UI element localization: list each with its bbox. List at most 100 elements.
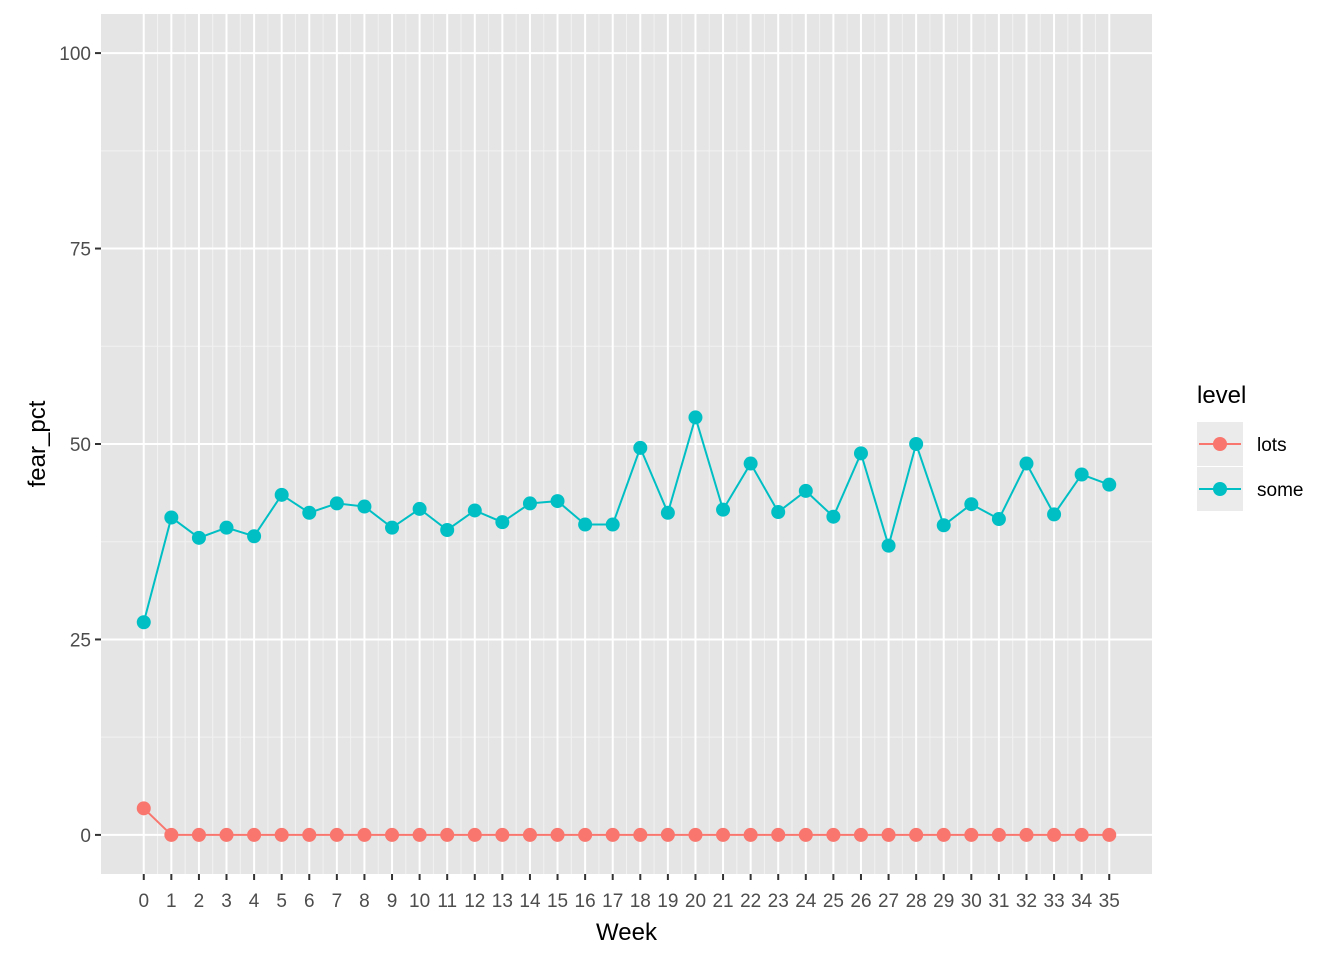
- x-tick-label: 33: [1044, 891, 1065, 912]
- x-tick-label: 13: [492, 891, 513, 912]
- x-tick-label: 16: [575, 891, 596, 912]
- data-point-some: [329, 496, 344, 511]
- series-some: [136, 410, 1117, 630]
- y-tick-label: 75: [70, 240, 91, 261]
- legend-item-lots: lots: [1197, 422, 1287, 466]
- y-tick-label: 0: [80, 826, 91, 847]
- y-axis-title: fear_pct: [24, 400, 51, 487]
- data-point-some: [991, 512, 1006, 527]
- x-tick-label: 15: [547, 891, 568, 912]
- data-point-some: [936, 518, 951, 533]
- data-point-lots: [1047, 827, 1062, 842]
- data-point-some: [578, 517, 593, 532]
- x-tick-label: 20: [685, 891, 706, 912]
- y-tick-label: 100: [59, 44, 91, 65]
- legend-key-point: [1213, 437, 1227, 451]
- data-point-some: [660, 505, 675, 520]
- y-tick-label: 50: [70, 435, 91, 456]
- data-point-lots: [440, 827, 455, 842]
- data-point-lots: [164, 827, 179, 842]
- data-point-some: [357, 499, 372, 514]
- x-tick-label: 9: [387, 891, 398, 912]
- data-point-lots: [605, 827, 620, 842]
- data-point-some: [302, 505, 317, 520]
- x-tick-label: 1: [166, 891, 177, 912]
- data-point-lots: [578, 827, 593, 842]
- x-tick-label: 17: [602, 891, 623, 912]
- data-point-lots: [1074, 827, 1089, 842]
- grid-lines: [101, 14, 1152, 874]
- data-point-lots: [771, 827, 786, 842]
- x-tick-label: 19: [657, 891, 678, 912]
- x-tick-label: 8: [359, 891, 370, 912]
- x-tick-label: 25: [823, 891, 844, 912]
- data-point-lots: [688, 827, 703, 842]
- data-point-lots: [385, 827, 400, 842]
- data-point-some: [522, 496, 537, 511]
- data-point-lots: [329, 827, 344, 842]
- x-tick-label: 0: [138, 891, 149, 912]
- data-point-some: [688, 410, 703, 425]
- data-point-lots: [660, 827, 675, 842]
- data-point-some: [798, 483, 813, 498]
- x-tick-label: 18: [630, 891, 651, 912]
- legend: level lots some: [1197, 382, 1303, 511]
- data-point-lots: [826, 827, 841, 842]
- x-tick-label: 22: [740, 891, 761, 912]
- data-point-some: [964, 497, 979, 512]
- data-point-some: [881, 538, 896, 553]
- x-tick-label: 27: [878, 891, 899, 912]
- data-point-lots: [302, 827, 317, 842]
- data-point-lots: [1102, 827, 1117, 842]
- data-point-some: [1019, 456, 1034, 471]
- legend-label: some: [1257, 480, 1303, 501]
- data-point-some: [771, 505, 786, 520]
- data-point-lots: [247, 827, 262, 842]
- data-point-some: [550, 494, 565, 509]
- data-point-lots: [716, 827, 731, 842]
- data-point-lots: [936, 827, 951, 842]
- x-tick-label: 32: [1016, 891, 1037, 912]
- x-tick-label: 14: [519, 891, 541, 912]
- x-tick-label: 12: [464, 891, 485, 912]
- data-point-some: [1047, 507, 1062, 522]
- data-point-lots: [881, 827, 896, 842]
- x-tick-label: 10: [409, 891, 430, 912]
- data-point-lots: [633, 827, 648, 842]
- data-point-some: [633, 440, 648, 455]
- data-point-lots: [798, 827, 813, 842]
- x-tick-label: 3: [221, 891, 232, 912]
- data-point-some: [716, 502, 731, 517]
- data-point-some: [136, 615, 151, 630]
- data-point-lots: [495, 827, 510, 842]
- x-tick-label: 35: [1099, 891, 1120, 912]
- x-tick-label: 4: [249, 891, 260, 912]
- x-tick-label: 2: [194, 891, 205, 912]
- x-tick-label: 21: [712, 891, 733, 912]
- data-point-some: [219, 520, 234, 535]
- data-point-lots: [191, 827, 206, 842]
- data-point-some: [164, 510, 179, 525]
- x-tick-label: 7: [332, 891, 343, 912]
- x-tick-label: 24: [795, 891, 817, 912]
- x-tick-label: 5: [276, 891, 287, 912]
- legend-items: lots some: [1197, 422, 1303, 511]
- data-point-lots: [467, 827, 482, 842]
- legend-item-some: some: [1197, 467, 1303, 511]
- data-point-lots: [219, 827, 234, 842]
- data-point-lots: [743, 827, 758, 842]
- data-point-lots: [991, 827, 1006, 842]
- data-point-some: [385, 520, 400, 535]
- data-point-lots: [357, 827, 372, 842]
- data-point-lots: [853, 827, 868, 842]
- legend-label: lots: [1257, 435, 1287, 456]
- data-point-some: [826, 509, 841, 524]
- x-tick-label: 6: [304, 891, 315, 912]
- series-lots: [136, 801, 1117, 842]
- data-point-lots: [136, 801, 151, 816]
- x-tick-label: 30: [961, 891, 982, 912]
- data-point-lots: [1019, 827, 1034, 842]
- x-tick-label: 31: [988, 891, 1009, 912]
